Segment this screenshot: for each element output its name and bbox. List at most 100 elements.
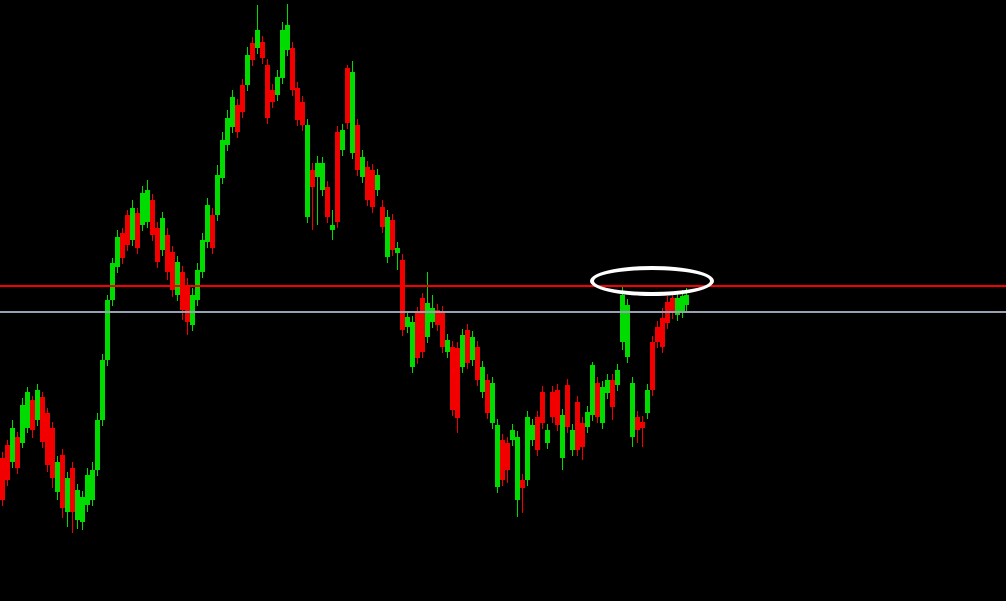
- candle-body: [480, 367, 485, 392]
- candle-wick: [642, 416, 643, 447]
- candle-body: [140, 193, 145, 225]
- candle-wick: [257, 5, 258, 54]
- candle-body: [380, 207, 385, 227]
- candle-body: [205, 205, 210, 242]
- candle-body: [365, 167, 370, 200]
- candle-body: [235, 105, 240, 132]
- candle-body: [110, 263, 115, 300]
- candle-body: [250, 43, 255, 60]
- candle-body: [485, 380, 490, 413]
- candle-body: [525, 417, 530, 480]
- candle-body: [280, 30, 285, 78]
- candle-body: [275, 77, 280, 95]
- candle-body: [630, 383, 635, 437]
- candle-body: [395, 248, 400, 253]
- candle-body: [35, 390, 40, 420]
- candle-body: [605, 380, 610, 393]
- candle-body: [45, 413, 50, 465]
- candle-body: [115, 237, 120, 267]
- candle-body: [185, 285, 190, 322]
- candle-body: [135, 213, 140, 248]
- support-line: [0, 311, 1006, 313]
- candle-body: [535, 417, 540, 450]
- candle-body: [155, 228, 160, 262]
- candle-body: [500, 440, 505, 480]
- candle-body: [600, 387, 605, 423]
- candle-body: [545, 430, 550, 443]
- candle-body: [30, 400, 35, 430]
- candle-body: [285, 25, 290, 50]
- candle-body: [290, 48, 295, 90]
- candle-body: [70, 468, 75, 512]
- candle-body: [635, 417, 640, 430]
- candle-body: [215, 175, 220, 215]
- candle-body: [25, 392, 30, 428]
- candle-body: [410, 322, 415, 367]
- candle-body: [615, 370, 620, 385]
- candle-body: [310, 170, 315, 187]
- candle-body: [540, 392, 545, 423]
- candle-body: [300, 102, 305, 125]
- candle-body: [675, 298, 680, 315]
- candle-body: [100, 360, 105, 420]
- candle-body: [360, 157, 365, 177]
- candle-body: [390, 220, 395, 250]
- candle-body: [190, 295, 195, 325]
- candle-body: [0, 458, 5, 500]
- candle-body: [220, 140, 225, 178]
- candle-body: [440, 312, 445, 347]
- candle-body: [370, 170, 375, 207]
- candle-body: [420, 298, 425, 352]
- candle-body: [640, 422, 645, 428]
- candle-body: [565, 385, 570, 427]
- candle-body: [455, 348, 460, 418]
- candle-body: [40, 397, 45, 442]
- candle-body: [75, 490, 80, 520]
- candle-body: [650, 342, 655, 390]
- candle-body: [520, 480, 525, 488]
- candle-body: [375, 175, 380, 190]
- candle-body: [400, 260, 405, 330]
- candle-body: [345, 68, 350, 123]
- candle-body: [430, 308, 435, 322]
- candle-body: [340, 130, 345, 150]
- candle-body: [510, 430, 515, 440]
- candle-body: [180, 272, 185, 310]
- candle-body: [160, 218, 165, 250]
- resistance-line: [0, 285, 1006, 287]
- candle-body: [355, 125, 360, 170]
- candle-body: [55, 462, 60, 492]
- candle-body: [165, 235, 170, 272]
- candle-body: [90, 470, 95, 500]
- candle-body: [95, 420, 100, 470]
- candle-body: [350, 72, 355, 153]
- candle-body: [555, 390, 560, 425]
- candle-body: [105, 300, 110, 360]
- candle-body: [660, 318, 665, 347]
- candle-body: [580, 423, 585, 447]
- candle-body: [570, 430, 575, 450]
- candle-body: [260, 42, 265, 58]
- candle-body: [405, 317, 410, 327]
- candle-body: [65, 478, 70, 512]
- candle-body: [210, 215, 215, 248]
- candle-body: [295, 88, 300, 120]
- candle-body: [120, 233, 125, 258]
- candle-body: [60, 455, 65, 508]
- candle-body: [590, 365, 595, 415]
- candle-body: [225, 118, 230, 145]
- candle-body: [245, 55, 250, 85]
- candle-body: [385, 217, 390, 257]
- candle-body: [470, 337, 475, 360]
- candle-body: [575, 402, 580, 450]
- candle-body: [15, 437, 20, 468]
- candle-body: [255, 30, 260, 48]
- candle-body: [240, 85, 245, 112]
- candle-body: [270, 90, 275, 102]
- candle-body: [490, 383, 495, 423]
- candle-body: [150, 200, 155, 235]
- candle-body: [130, 208, 135, 240]
- candle-wick: [317, 156, 318, 225]
- candle-body: [335, 132, 340, 222]
